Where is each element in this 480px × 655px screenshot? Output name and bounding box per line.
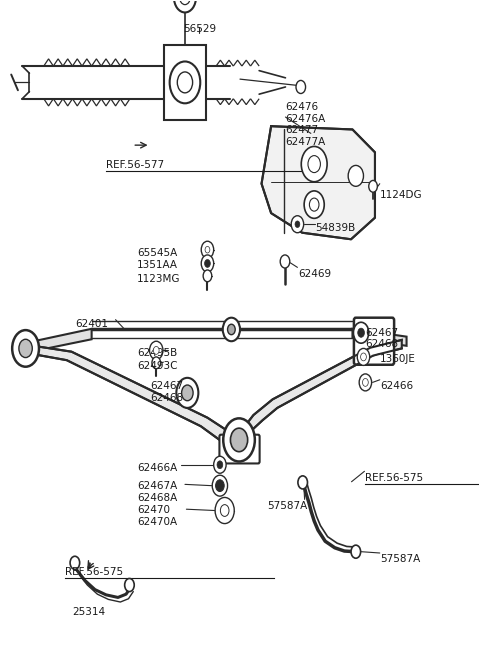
Circle shape: [228, 324, 235, 335]
Bar: [164, 45, 205, 120]
Circle shape: [304, 191, 324, 218]
Circle shape: [280, 255, 290, 268]
Circle shape: [203, 270, 212, 282]
Circle shape: [362, 379, 368, 386]
Text: 62467
62468: 62467 62468: [365, 328, 398, 349]
Text: 62470
62470A: 62470 62470A: [137, 505, 177, 527]
Text: 54839B: 54839B: [316, 223, 356, 233]
Circle shape: [358, 328, 364, 337]
Circle shape: [12, 330, 39, 367]
Circle shape: [301, 147, 327, 181]
Circle shape: [348, 166, 363, 186]
Text: 1124DG: 1124DG: [380, 190, 423, 200]
Circle shape: [125, 578, 134, 591]
Text: REF.56-577: REF.56-577: [106, 160, 164, 170]
Circle shape: [360, 353, 366, 361]
Text: 57587A: 57587A: [380, 554, 420, 565]
FancyBboxPatch shape: [219, 435, 260, 464]
Circle shape: [214, 457, 226, 474]
Circle shape: [220, 504, 229, 516]
Text: 1351AA: 1351AA: [137, 260, 178, 270]
Circle shape: [353, 322, 369, 343]
Circle shape: [169, 62, 200, 103]
Circle shape: [359, 374, 372, 391]
Text: 1123MG: 1123MG: [137, 274, 180, 284]
Text: REF.56-575: REF.56-575: [365, 473, 423, 483]
Circle shape: [150, 341, 163, 360]
Circle shape: [215, 497, 234, 523]
Circle shape: [70, 556, 80, 569]
Text: 62401: 62401: [75, 319, 108, 329]
Circle shape: [369, 180, 377, 192]
Circle shape: [181, 385, 193, 401]
Circle shape: [291, 215, 304, 233]
Circle shape: [357, 348, 370, 365]
Circle shape: [204, 259, 210, 267]
Circle shape: [176, 378, 198, 408]
Polygon shape: [352, 329, 407, 346]
Circle shape: [230, 428, 248, 452]
Polygon shape: [262, 126, 375, 239]
Circle shape: [201, 241, 214, 258]
Circle shape: [351, 545, 360, 558]
Circle shape: [177, 72, 192, 93]
Circle shape: [216, 480, 224, 491]
Polygon shape: [237, 340, 402, 439]
Circle shape: [201, 255, 214, 272]
Circle shape: [205, 246, 210, 253]
FancyBboxPatch shape: [354, 318, 394, 365]
Text: 65545A: 65545A: [137, 248, 177, 258]
Text: 62466: 62466: [380, 381, 413, 391]
Circle shape: [174, 0, 196, 12]
Circle shape: [152, 357, 160, 369]
Circle shape: [296, 81, 306, 94]
Circle shape: [212, 476, 228, 496]
Circle shape: [223, 419, 255, 462]
Text: 62493C: 62493C: [137, 362, 178, 371]
Circle shape: [310, 198, 319, 211]
Circle shape: [308, 156, 321, 173]
Text: 62467A
62468A: 62467A 62468A: [137, 481, 177, 502]
Polygon shape: [24, 329, 92, 353]
Text: 62495B: 62495B: [137, 348, 177, 358]
Text: 57587A: 57587A: [267, 500, 307, 511]
Text: 25314: 25314: [72, 607, 106, 616]
Text: 62476
62476A
62477
62477A: 62476 62476A 62477 62477A: [286, 102, 326, 147]
Circle shape: [180, 0, 190, 5]
Text: 1360JE: 1360JE: [380, 354, 416, 364]
Circle shape: [223, 318, 240, 341]
Circle shape: [19, 339, 32, 358]
Text: REF.56-575: REF.56-575: [65, 567, 123, 577]
Circle shape: [154, 346, 159, 354]
Text: 56529: 56529: [183, 24, 216, 33]
Text: 62466A: 62466A: [137, 464, 177, 474]
Circle shape: [217, 461, 223, 469]
Text: 62467
62468: 62467 62468: [151, 381, 184, 403]
Circle shape: [298, 476, 308, 489]
Polygon shape: [37, 346, 237, 448]
Text: 62469: 62469: [299, 269, 332, 278]
Circle shape: [295, 221, 300, 227]
